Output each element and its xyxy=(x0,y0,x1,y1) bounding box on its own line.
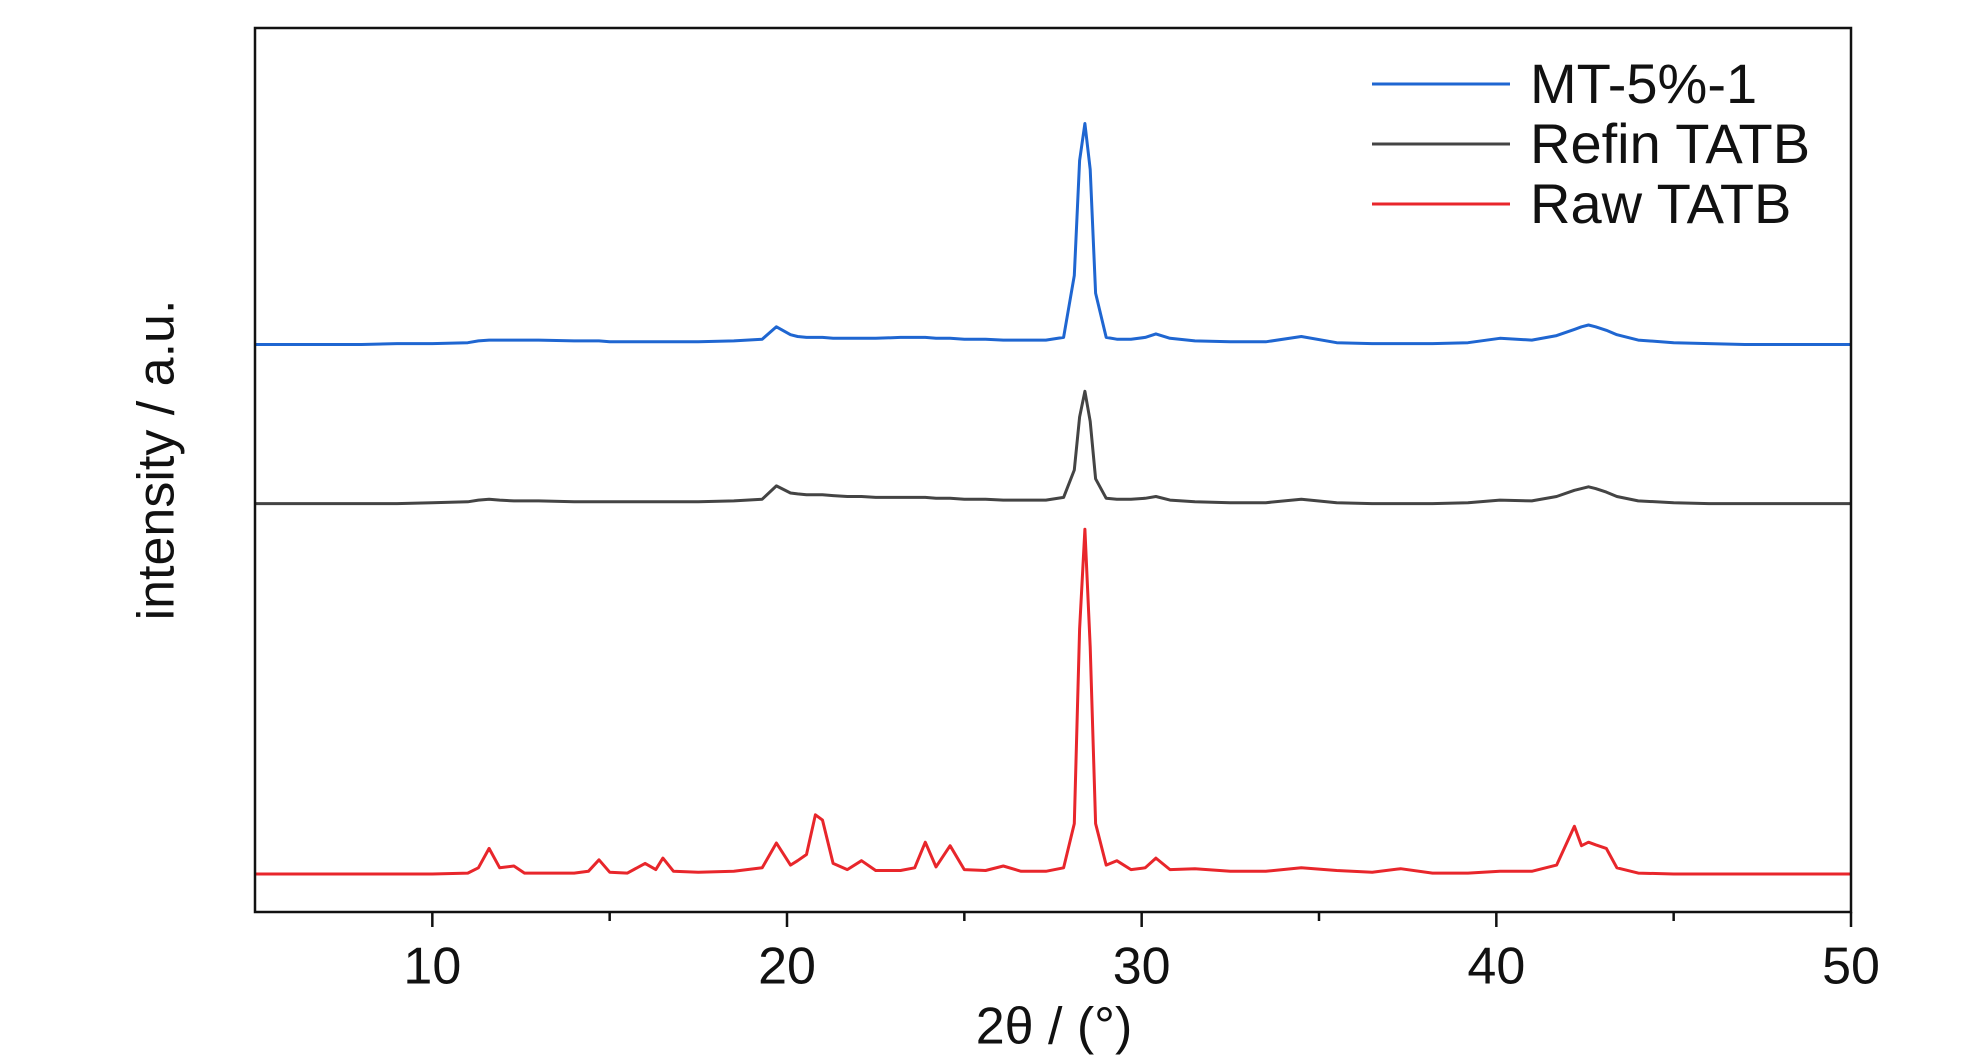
legend-label: Refin TATB xyxy=(1530,112,1810,175)
y-axis-label: intensity / a.u. xyxy=(128,300,186,621)
x-axis-label: 2θ / (°) xyxy=(976,998,1133,1056)
x-tick-label: 10 xyxy=(403,938,461,996)
series-line xyxy=(255,527,1851,876)
legend-label: Raw TATB xyxy=(1530,172,1791,235)
series-line xyxy=(255,389,1851,506)
plot-frame xyxy=(253,26,1853,914)
x-tick-label: 20 xyxy=(758,938,816,996)
series-line xyxy=(255,122,1851,346)
x-tick-label: 30 xyxy=(1113,938,1171,996)
x-tick-label: 40 xyxy=(1467,938,1525,996)
x-tick-label: 50 xyxy=(1822,938,1880,996)
legend-label: MT-5%-1 xyxy=(1530,52,1757,115)
